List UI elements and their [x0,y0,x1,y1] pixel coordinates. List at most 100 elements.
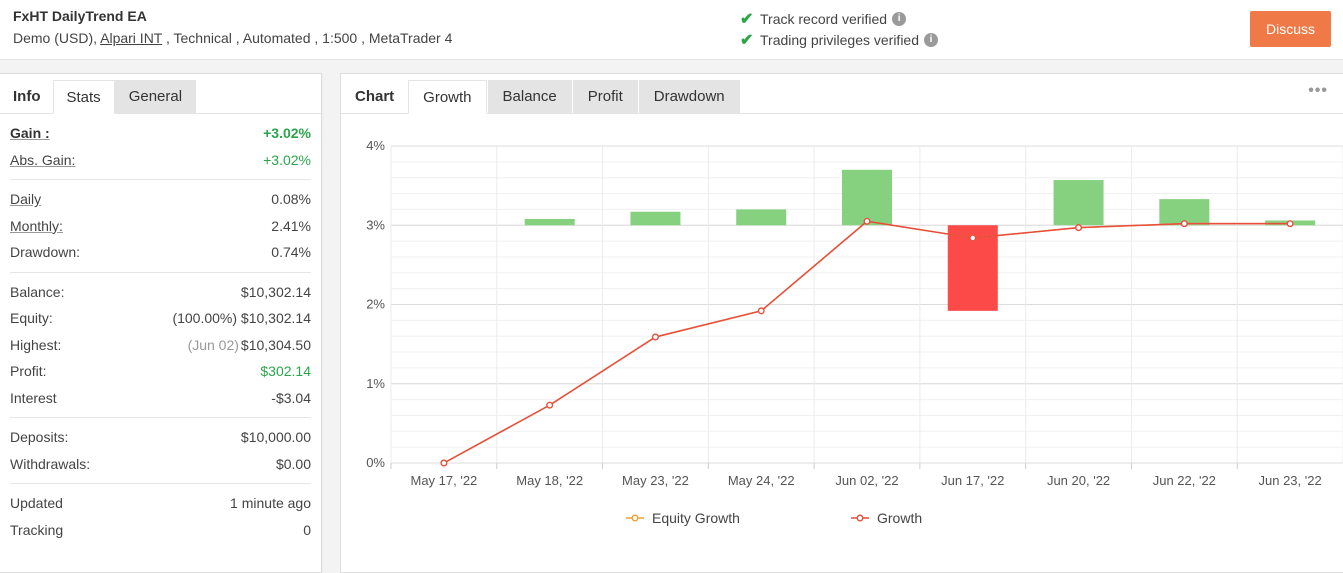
gain-label[interactable]: Gain : [10,125,50,142]
drawdown-label: Drawdown: [10,244,81,261]
withdrawals-label: Withdrawals: [10,455,91,472]
updated-label: Updated [10,495,63,512]
tab-general[interactable]: General [114,80,197,113]
withdrawals-row: Withdrawals: $0.00 [10,451,311,478]
legend-label: Equity Growth [652,510,740,526]
tab-chart[interactable]: Chart [355,88,395,105]
balance-value: $10,302.14 [240,283,311,300]
drawdown-row: Drawdown: 0.74% [10,239,311,266]
y-tick-label: 1% [366,376,385,391]
data-point [651,333,659,341]
stats-panel: Info Stats General Gain : +3.02% Abs. Gai… [0,73,322,573]
profit-value: $302.14 [260,363,311,380]
data-point [1180,220,1188,228]
equity-percent: (100.00%) [172,310,238,327]
info-icon[interactable]: i [924,33,938,47]
trading-privileges-status: ✔ Trading privileges verified i [740,30,938,50]
withdrawals-value: $0.00 [275,455,311,472]
bar [842,169,892,226]
highest-value-group: (Jun 02) $10,304.50 [188,337,311,353]
bar [524,218,575,226]
account-specs: , Technical , Automated , 1:500 , MetaTr… [162,30,453,46]
tab-drawdown[interactable]: Drawdown [638,80,740,113]
bar [736,209,787,226]
tracking-value: 0 [303,521,311,538]
bar [1053,180,1104,226]
tracking-row: Tracking 0 [10,517,311,544]
updated-row: Updated 1 minute ago [10,490,311,517]
legend-marker [631,514,639,522]
y-tick-label: 3% [366,217,385,232]
tab-growth[interactable]: Growth [408,80,487,114]
data-point [546,401,554,409]
track-record-status: ✔ Track record verified i [740,9,907,29]
system-name: FxHT DailyTrend EA [13,8,147,24]
highest-label: Highest: [10,336,62,353]
chart-tabs: Chart Growth Balance Profit Drawdown [341,74,1343,114]
daily-value: 0.08% [271,191,311,208]
daily-label[interactable]: Daily [10,191,42,208]
monthly-label[interactable]: Monthly: [10,217,63,234]
stats-tabs: Info Stats General [0,74,321,114]
broker-link[interactable]: Alpari INT [100,30,163,46]
growth-chart[interactable]: 0% 1% 2% 3% 4% May 17, '22 May 18, '22 May 23, … [341,114,1343,572]
account-details: Demo (USD), Alpari INT , Technical , Aut… [13,30,452,46]
trading-privileges-text: Trading privileges verified [760,32,919,48]
more-options-icon[interactable]: ••• [1308,82,1328,99]
legend-label: Growth [877,510,922,526]
highest-value: $10,304.50 [240,336,311,353]
x-tick-label: Jun 02, '22 [835,473,898,488]
abs-gain-label[interactable]: Abs. Gain: [10,151,76,168]
monthly-value: 2.41% [271,217,311,234]
equity-label: Equity: [10,310,53,327]
legend-marker [856,514,864,522]
data-point [440,459,448,467]
tab-profit[interactable]: Profit [572,80,638,113]
abs-gain-value: +3.02% [263,151,311,168]
x-tick-label: Jun 22, '22 [1153,473,1216,488]
discuss-button[interactable]: Discuss [1250,11,1331,47]
interest-row: Interest -$3.04 [10,385,311,412]
x-tick-label: Jun 20, '22 [1047,473,1110,488]
info-icon[interactable]: i [892,12,907,26]
deposits-label: Deposits: [10,429,69,446]
data-point [969,234,977,242]
drawdown-value: 0.74% [271,244,311,261]
daily-row: Daily 0.08% [10,186,311,213]
x-tick-label: May 18, '22 [516,473,583,488]
checkmark-icon: ✔ [740,11,754,28]
data-point [1075,224,1083,232]
data-point [1286,220,1294,228]
data-point [757,307,765,315]
account-type: Demo (USD), [13,30,101,46]
tab-stats[interactable]: Stats [52,80,115,114]
gain-value: +3.02% [263,125,311,142]
x-tick-label: May 23, '22 [622,473,689,488]
x-tick-label: May 17, '22 [410,473,477,488]
x-tick-label: Jun 17, '22 [941,473,1004,488]
x-tick-label: Jun 23, '22 [1259,473,1322,488]
x-tick-label: May 24, '22 [728,473,795,488]
equity-row: Equity: (100.00%) $10,302.14 [10,305,311,332]
gain-row: Gain : +3.02% [10,120,311,147]
deposits-row: Deposits: $10,000.00 [10,424,311,451]
tab-balance[interactable]: Balance [487,80,572,113]
balance-row: Balance: $10,302.14 [10,279,311,306]
data-point [863,217,871,225]
checkmark-icon: ✔ [740,32,754,49]
profit-row: Profit: $302.14 [10,358,311,385]
track-record-text: Track record verified [760,11,888,27]
tab-info[interactable]: Info [13,88,41,105]
profit-label: Profit: [10,363,47,380]
updated-value: 1 minute ago [230,495,311,512]
chart-panel: Chart Growth Balance Profit Drawdown •••… [340,73,1343,573]
header-bar: FxHT DailyTrend EA Demo (USD), Alpari IN… [0,0,1343,60]
monthly-row: Monthly: 2.41% [10,213,311,240]
y-tick-label: 4% [366,138,385,153]
interest-value: -$3.04 [271,389,311,406]
balance-label: Balance: [10,283,65,300]
abs-gain-row: Abs. Gain: +3.02% [10,147,311,174]
y-tick-label: 0% [366,455,385,470]
y-tick-label: 2% [366,297,385,312]
highest-date: (Jun 02) [187,336,239,353]
